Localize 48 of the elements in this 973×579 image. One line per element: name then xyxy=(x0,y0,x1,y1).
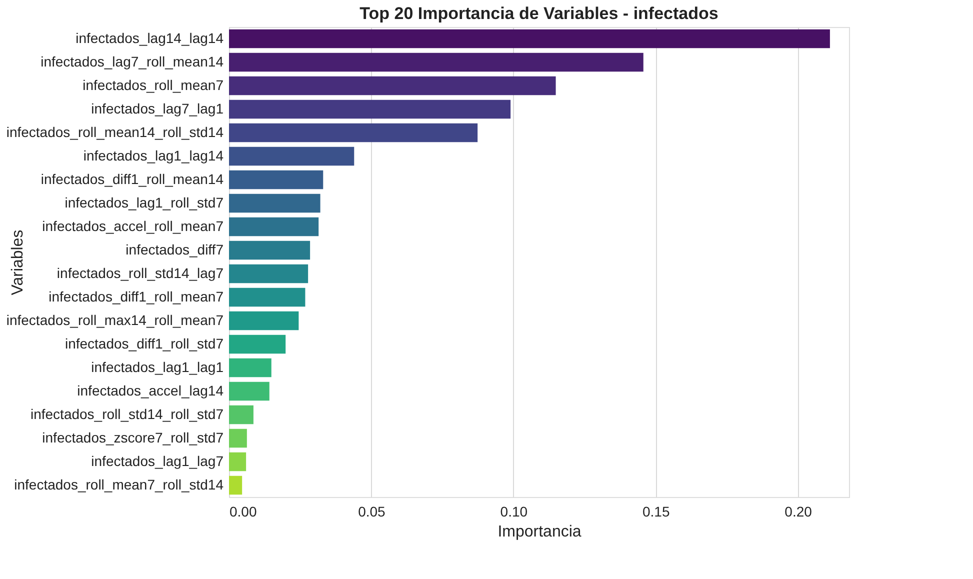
y-tick-label: infectados_lag1_lag1 xyxy=(91,358,224,375)
x-tick-label: 0.20 xyxy=(784,504,812,520)
bar xyxy=(229,217,319,236)
bar xyxy=(229,52,644,72)
bar xyxy=(229,76,556,96)
y-tick-label: infectados_diff7 xyxy=(126,241,224,258)
chart-title: Top 20 Importancia de Variables - infectados xyxy=(360,4,718,23)
y-tick-label: infectados_diff1_roll_mean7 xyxy=(48,288,224,304)
y-tick-label: infectados_diff1_roll_std7 xyxy=(64,335,224,352)
y-tick-label: infectados_lag1_lag14 xyxy=(83,147,224,164)
x-tick-label: 0.10 xyxy=(500,504,528,520)
bar xyxy=(229,29,830,48)
y-tick-label: infectados_lag1_roll_std7 xyxy=(64,194,224,210)
bar xyxy=(229,264,308,284)
x-tick-label: 0.00 xyxy=(230,504,257,520)
x-axis-title: Importancia xyxy=(498,524,582,540)
y-tick-label: infectados_accel_lag14 xyxy=(77,382,224,398)
y-tick-label: infectados_roll_max14_roll_mean7 xyxy=(6,312,224,328)
x-tick-label: 0.15 xyxy=(642,504,670,520)
y-tick-label: infectados_accel_roll_mean7 xyxy=(42,218,224,234)
y-tick-label: infectados_lag7_roll_mean14 xyxy=(40,53,224,70)
y-axis-title: Variables xyxy=(10,230,26,296)
bar xyxy=(229,146,354,166)
bar xyxy=(229,405,254,424)
bar xyxy=(229,240,310,260)
bar xyxy=(229,382,270,401)
bar xyxy=(229,452,246,472)
y-tick-label: infectados_roll_mean7 xyxy=(82,76,224,93)
bar xyxy=(229,194,320,213)
bar xyxy=(229,358,272,378)
bar xyxy=(229,428,247,448)
y-tick-label: infectados_roll_mean7_roll_std14 xyxy=(14,476,224,492)
bar xyxy=(229,123,478,142)
x-tick-label: 0.05 xyxy=(358,504,386,520)
y-tick-label: infectados_roll_std14_lag7 xyxy=(56,264,224,281)
y-tick-label: infectados_roll_std14_roll_std7 xyxy=(30,406,224,422)
y-tick-label: infectados_lag7_lag1 xyxy=(91,100,224,116)
bar xyxy=(229,170,324,190)
bar xyxy=(229,334,286,354)
y-tick-label: infectados_roll_mean14_roll_std14 xyxy=(6,124,224,140)
y-tick-label: infectados_diff1_roll_mean14 xyxy=(40,170,224,187)
bar xyxy=(229,311,299,330)
y-tick-label: infectados_zscore7_roll_std7 xyxy=(42,429,224,446)
bar xyxy=(229,100,511,119)
bar xyxy=(229,288,306,307)
y-tick-label: infectados_lag14_lag14 xyxy=(76,30,224,46)
y-tick-label: infectados_lag1_lag7 xyxy=(91,452,224,469)
bar xyxy=(229,476,242,495)
